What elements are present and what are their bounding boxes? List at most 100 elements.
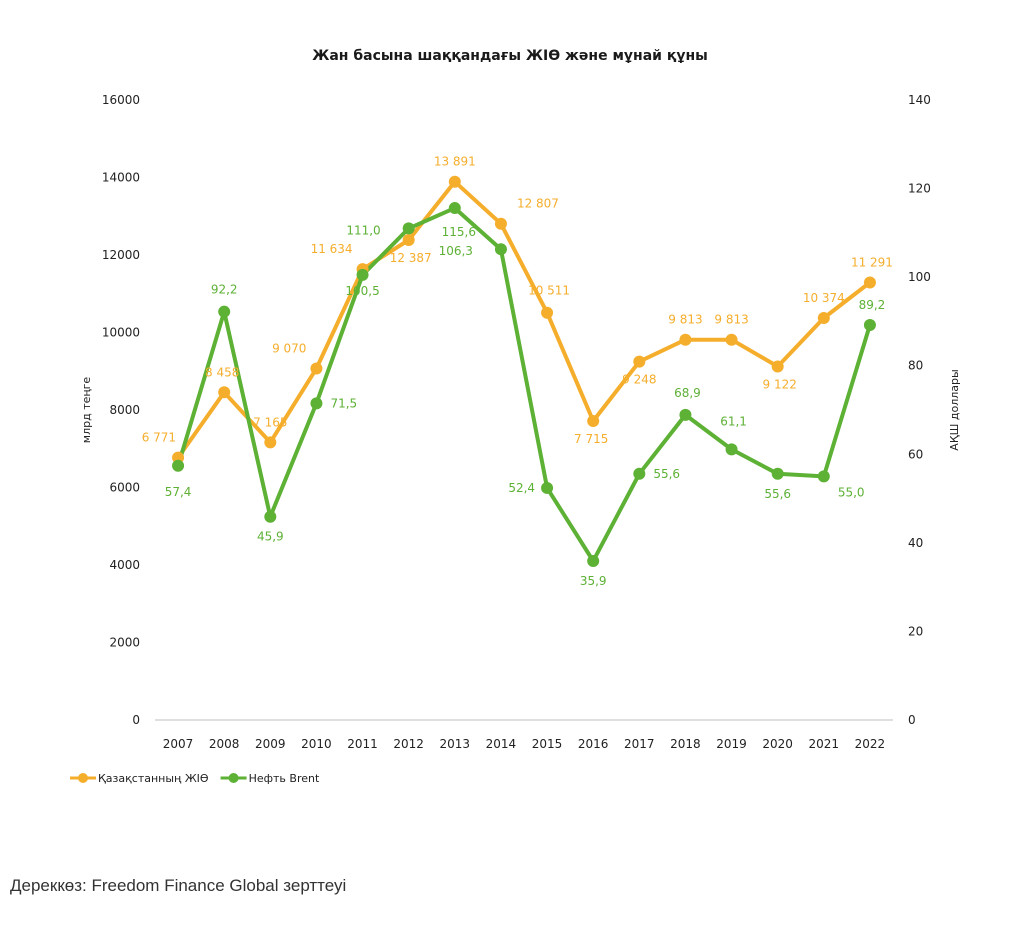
line-chart: Жан басына шаққандағы ЖІӨ және мұнай құн…: [70, 48, 961, 785]
data-label-1-4: 100,5: [345, 284, 379, 298]
left-tick-label: 12000: [102, 248, 140, 262]
x-tick-label: 2019: [716, 737, 747, 751]
data-label-0-11: 9 813: [668, 313, 702, 327]
x-tick-label: 2009: [255, 737, 286, 751]
legend: Қазақстанның ЖІӨ Нефть Brent: [70, 772, 320, 785]
data-point-1-9: [587, 555, 600, 568]
left-tick-label: 2000: [109, 636, 140, 650]
data-label-0-8: 10 511: [528, 284, 570, 298]
left-tick-label: 8000: [109, 403, 140, 417]
data-label-1-3: 71,5: [330, 396, 357, 410]
data-point-0-1: [218, 386, 231, 399]
left-tick-label: 16000: [102, 93, 140, 107]
x-tick-label: 2014: [486, 737, 517, 751]
x-tick-label: 2016: [578, 737, 609, 751]
data-label-0-15: 11 291: [851, 255, 893, 269]
data-point-0-10: [633, 355, 646, 368]
series-line-0: [176, 179, 872, 459]
series-lines: [176, 179, 872, 563]
right-tick-label: 140: [908, 93, 931, 107]
x-tick-label: 2022: [855, 737, 886, 751]
x-tick-label: 2012: [393, 737, 424, 751]
data-point-1-2: [264, 510, 277, 523]
data-label-1-5: 111,0: [346, 223, 380, 237]
x-tick-label: 2021: [809, 737, 840, 751]
x-tick-label: 2007: [163, 737, 194, 751]
right-tick-label: 60: [908, 447, 923, 461]
data-point-0-3: [310, 362, 323, 375]
data-label-0-6: 13 891: [434, 155, 476, 169]
left-tick-label: 0: [132, 713, 140, 727]
data-label-1-12: 61,1: [720, 414, 747, 428]
axes: 0 2000 4000 6000 8000 10000 12000 14000 16000 0 20…: [102, 93, 931, 751]
data-label-0-4: 11 634: [311, 242, 353, 256]
data-point-0-6: [448, 175, 461, 188]
data-point-1-5: [402, 222, 415, 235]
data-label-0-5: 12 387: [390, 251, 432, 265]
left-axis-title: млрд теңге: [80, 377, 93, 444]
x-tick-label: 2015: [532, 737, 563, 751]
data-point-1-6: [448, 202, 461, 215]
series-points: [172, 175, 876, 568]
data-point-0-11: [679, 333, 692, 346]
data-point-1-0: [172, 459, 185, 472]
right-tick-label: 100: [908, 270, 931, 284]
left-tick-label: 6000: [109, 481, 140, 495]
data-point-1-13: [771, 467, 784, 480]
left-tick-label: 10000: [102, 326, 140, 340]
data-point-0-8: [541, 306, 554, 319]
source-note: Дереккөз: Freedom Finance Global зерттеу…: [10, 876, 347, 895]
data-point-1-15: [863, 318, 876, 331]
x-tick-label: 2018: [670, 737, 701, 751]
data-label-0-1: 8 458: [205, 365, 239, 379]
left-tick-label: 14000: [102, 171, 140, 185]
data-point-1-10: [633, 467, 646, 480]
right-tick-label: 80: [908, 359, 923, 373]
data-label-0-10: 9 248: [622, 373, 656, 387]
data-label-1-8: 52,4: [508, 481, 535, 495]
data-point-1-3: [310, 397, 323, 410]
data-label-1-11: 68,9: [674, 386, 701, 400]
data-label-1-15: 89,2: [859, 298, 886, 312]
legend-label-0: Қазақстанның ЖІӨ: [98, 772, 209, 785]
data-point-0-2: [264, 436, 277, 449]
x-tick-label: 2011: [347, 737, 378, 751]
data-label-1-6: 115,6: [442, 225, 476, 239]
x-tick-label: 2020: [762, 737, 793, 751]
legend-label-1: Нефть Brent: [249, 772, 320, 785]
data-label-0-9: 7 715: [574, 432, 608, 446]
right-axis-title: АҚШ доллары: [948, 369, 961, 450]
x-tick-label: 2017: [624, 737, 655, 751]
data-point-0-14: [817, 312, 830, 325]
data-label-1-2: 45,9: [257, 530, 284, 544]
data-point-0-7: [494, 217, 507, 230]
data-label-1-14: 55,0: [838, 485, 865, 499]
data-point-1-1: [218, 305, 231, 318]
right-tick-label: 0: [908, 713, 916, 727]
data-label-0-13: 9 122: [763, 378, 797, 392]
data-point-0-5: [402, 234, 415, 247]
data-labels: 6 771 8 458 7 165 9 070 11 634 12 387 13 891 12…: [142, 155, 893, 588]
data-label-1-7: 106,3: [439, 244, 473, 258]
data-label-1-13: 55,6: [764, 487, 791, 501]
data-point-1-12: [725, 443, 738, 456]
data-point-0-9: [587, 415, 600, 428]
chart-title: Жан басына шаққандағы ЖІӨ және мұнай құн…: [312, 48, 708, 64]
data-point-0-15: [863, 276, 876, 289]
x-tick-label: 2013: [440, 737, 471, 751]
data-label-1-1: 92,2: [211, 283, 238, 297]
data-point-1-7: [494, 243, 507, 256]
data-label-1-0: 57,4: [165, 485, 192, 499]
data-label-1-9: 35,9: [580, 574, 607, 588]
data-label-0-3: 9 070: [272, 342, 306, 356]
right-tick-label: 20: [908, 624, 923, 638]
x-tick-label: 2010: [301, 737, 332, 751]
data-point-1-4: [356, 268, 369, 281]
data-label-0-0: 6 771: [142, 431, 176, 445]
legend-marker-1: [228, 773, 239, 783]
legend-marker-0: [78, 773, 88, 783]
data-label-0-2: 7 165: [253, 415, 287, 429]
data-point-1-11: [679, 408, 692, 421]
data-point-0-13: [771, 360, 784, 373]
data-point-0-12: [725, 333, 738, 346]
